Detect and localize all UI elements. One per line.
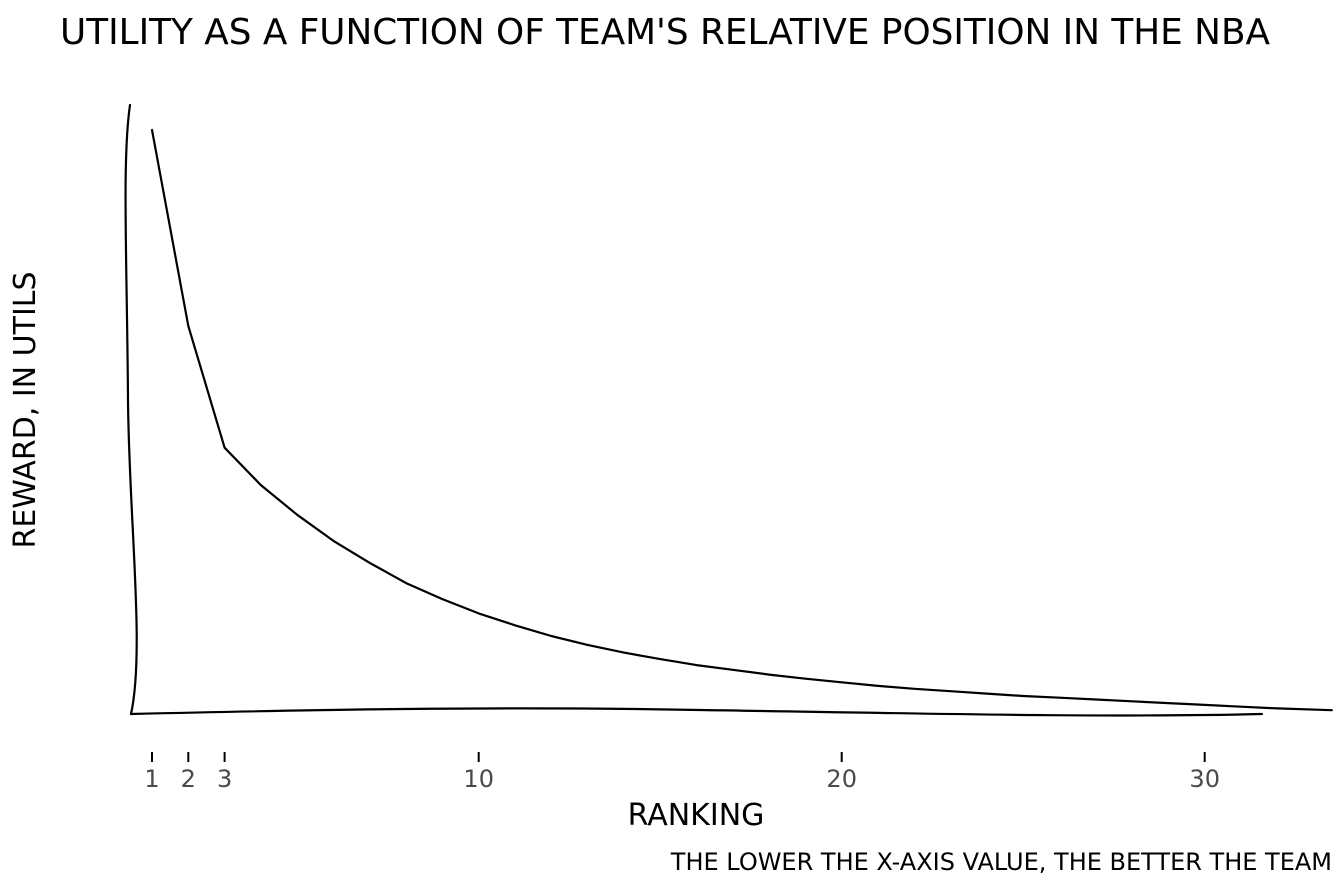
x-tick-label-1: 1 bbox=[144, 765, 159, 793]
x-tick-label-30: 30 bbox=[1189, 765, 1220, 793]
chart-title: UTILITY AS A FUNCTION OF TEAM'S RELATIVE… bbox=[60, 12, 1270, 53]
x-tick-label-3: 3 bbox=[217, 765, 232, 793]
x-axis bbox=[129, 707, 1264, 717]
x-axis-label: RANKING bbox=[628, 798, 765, 833]
chart-caption: THE LOWER THE X-AXIS VALUE, THE BETTER T… bbox=[670, 848, 1332, 876]
y-axis-label: REWARD, IN UTILS bbox=[8, 271, 43, 548]
x-tick-label-10: 10 bbox=[463, 765, 494, 793]
x-tick-label-2: 2 bbox=[181, 765, 196, 793]
y-axis bbox=[124, 103, 138, 716]
x-tick-label-20: 20 bbox=[826, 765, 857, 793]
series-line-utility bbox=[150, 128, 1333, 712]
